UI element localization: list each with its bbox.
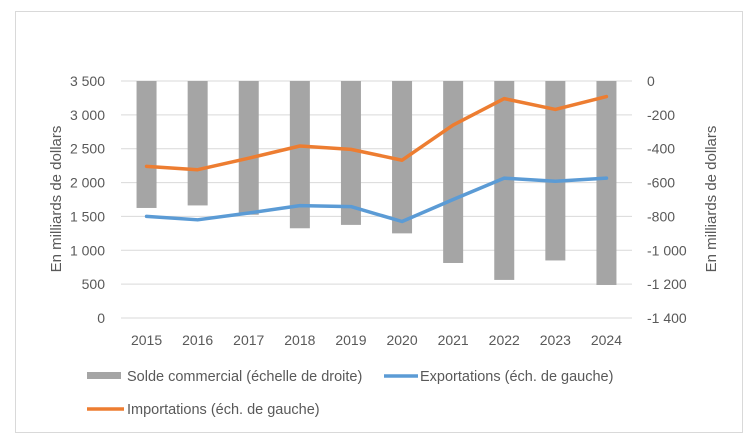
right-axis-title: En milliards de dollars xyxy=(703,126,720,273)
bar-2015 xyxy=(136,81,157,208)
left-tick-label: 500 xyxy=(82,276,106,292)
x-tick-label-2023: 2023 xyxy=(540,332,571,348)
x-tick-label-2022: 2022 xyxy=(489,332,520,348)
x-axis-ticks: 2015 2016 2017 2018 2019 2020 2021 2022 2023 2024 xyxy=(131,332,622,348)
x-tick-label-2016: 2016 xyxy=(182,332,213,348)
x-tick-label-2020: 2020 xyxy=(386,332,417,348)
legend-label-importations: Importations (éch. de gauche) xyxy=(127,402,320,418)
right-tick-label: -1 200 xyxy=(647,276,687,292)
left-tick-label: 0 xyxy=(97,310,105,326)
x-tick-label-2015: 2015 xyxy=(131,332,162,348)
right-tick-label: -1 000 xyxy=(647,242,687,258)
bar-2021 xyxy=(443,81,464,263)
right-tick-label: -200 xyxy=(647,107,675,123)
bar-2017 xyxy=(238,81,259,215)
line-importations xyxy=(144,94,609,172)
right-tick-label: -1 400 xyxy=(647,310,687,326)
legend-swatch-solde-commercial xyxy=(87,372,121,379)
left-tick-label: 1 000 xyxy=(70,242,105,258)
bar-2022 xyxy=(494,81,515,280)
left-axis-title: En milliards de dollars xyxy=(48,126,65,273)
bar-2020 xyxy=(392,81,413,234)
legend-label-solde-commercial: Solde commercial (échelle de droite) xyxy=(127,369,362,385)
right-tick-label: 0 xyxy=(647,73,655,89)
bar-2024 xyxy=(596,81,617,285)
left-tick-label: 1 500 xyxy=(70,208,105,224)
left-tick-label: 3 500 xyxy=(70,73,105,89)
right-tick-label: -400 xyxy=(647,141,675,157)
left-tick-label: 3 000 xyxy=(70,107,105,123)
right-tick-label: -800 xyxy=(647,208,675,224)
x-tick-label-2017: 2017 xyxy=(233,332,264,348)
right-tick-label: -600 xyxy=(647,175,675,191)
legend-label-exportations: Exportations (éch. de gauche) xyxy=(420,369,613,385)
left-axis-ticks: 0 500 1 000 1 500 2 000 2 500 3 000 3 500 xyxy=(70,73,105,326)
left-tick-label: 2 500 xyxy=(70,141,105,157)
x-tick-label-2021: 2021 xyxy=(438,332,469,348)
line-series-group xyxy=(144,94,609,224)
x-tick-label-2019: 2019 xyxy=(335,332,366,348)
bar-2018 xyxy=(289,81,310,229)
x-tick-label-2018: 2018 xyxy=(284,332,315,348)
right-axis-ticks: 0 -200 -400 -600 -800 -1 000 -1 200 -1 400 xyxy=(647,73,687,326)
line-exportations xyxy=(144,176,609,224)
bar-2023 xyxy=(545,81,566,261)
bar-2019 xyxy=(340,81,361,225)
left-tick-label: 2 000 xyxy=(70,175,105,191)
x-tick-label-2024: 2024 xyxy=(591,332,622,348)
bar-2016 xyxy=(187,81,208,206)
legend: Solde commercial (échelle de droite) Exp… xyxy=(87,369,613,418)
